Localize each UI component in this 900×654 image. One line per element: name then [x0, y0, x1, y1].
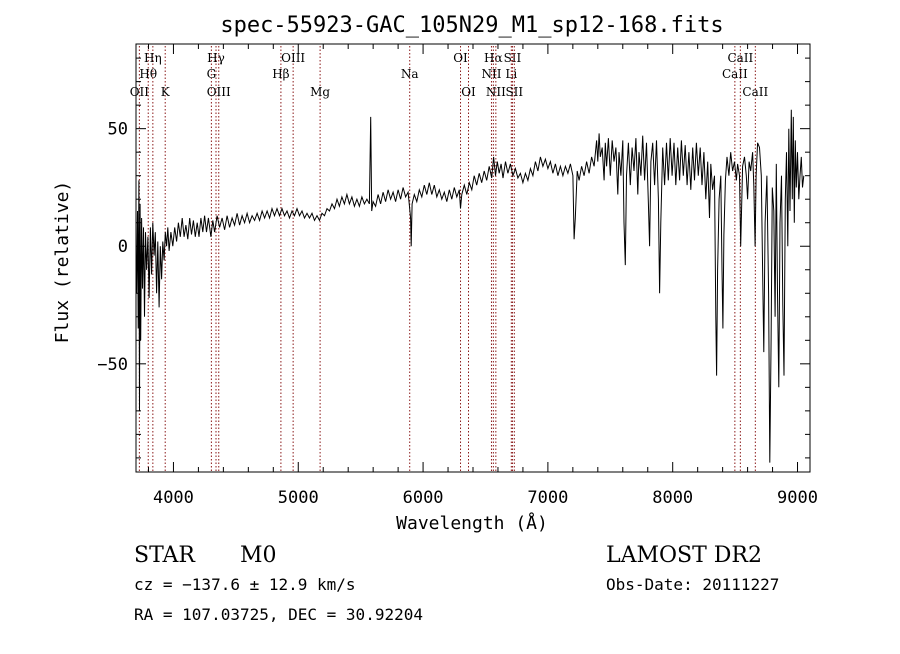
line-marker-label: Hα: [484, 51, 503, 65]
y-tick-label: −50: [97, 355, 128, 375]
line-marker-label: G: [207, 67, 217, 81]
axis-ticks: 4000 5000 6000 7000 8000 9000 −50 0 50: [97, 44, 818, 508]
line-marker-label: NII: [481, 67, 501, 81]
line-marker-label: Na: [401, 67, 419, 81]
x-tick-label: 5000: [278, 488, 319, 508]
x-tick-label: 8000: [652, 488, 693, 508]
y-tick-label: 0: [118, 237, 128, 257]
x-axis-label: Wavelength (Å): [396, 512, 548, 534]
spectral-line-markers: OII Hθ Hη K G Hγ OIII Hβ OIII Mg Na OI OI NII Hα NII Li S…: [130, 46, 768, 471]
chart-title: spec-55923-GAC_105N29_M1_sp12-168.fits: [220, 13, 723, 38]
line-marker-label: CaII: [722, 67, 748, 81]
line-marker-label: Hγ: [207, 51, 225, 65]
observation-date: Obs-Date: 20111227: [606, 575, 779, 594]
line-marker-label: Li: [505, 67, 517, 81]
object-class: STAR: [134, 543, 196, 568]
line-marker-label: Hη: [144, 51, 162, 65]
y-tick-label: 50: [108, 120, 128, 140]
ra-dec: RA = 107.03725, DEC = 30.92204: [134, 605, 423, 624]
line-marker-label: OII: [130, 85, 150, 99]
line-marker-label: SII: [505, 85, 523, 99]
x-tick-label: 9000: [777, 488, 818, 508]
redshift-cz: cz = −137.6 ± 12.9 km/s: [134, 575, 356, 594]
x-tick-label: 7000: [527, 488, 568, 508]
line-marker-label: K: [161, 85, 171, 99]
line-marker-label: NII: [486, 85, 506, 99]
line-marker-label: CaII: [727, 51, 753, 65]
line-marker-label: OIII: [281, 51, 305, 65]
line-marker-label: CaII: [742, 85, 768, 99]
x-tick-label: 6000: [403, 488, 444, 508]
line-marker-label: OI: [453, 51, 468, 65]
y-axis-label: Flux (relative): [52, 181, 73, 344]
object-subclass: M0: [240, 543, 277, 568]
x-tick-label: 4000: [153, 488, 194, 508]
line-marker-label: Mg: [310, 85, 330, 99]
line-marker-label: Hβ: [272, 67, 289, 81]
survey-name: LAMOST DR2: [606, 543, 762, 568]
line-marker-label: Hθ: [139, 67, 157, 81]
line-marker-label: SII: [504, 51, 522, 65]
line-marker-label: OIII: [207, 85, 231, 99]
line-marker-label: OI: [461, 85, 476, 99]
plot-frame: [135, 43, 811, 473]
spectrum-series-line: [136, 109, 805, 463]
